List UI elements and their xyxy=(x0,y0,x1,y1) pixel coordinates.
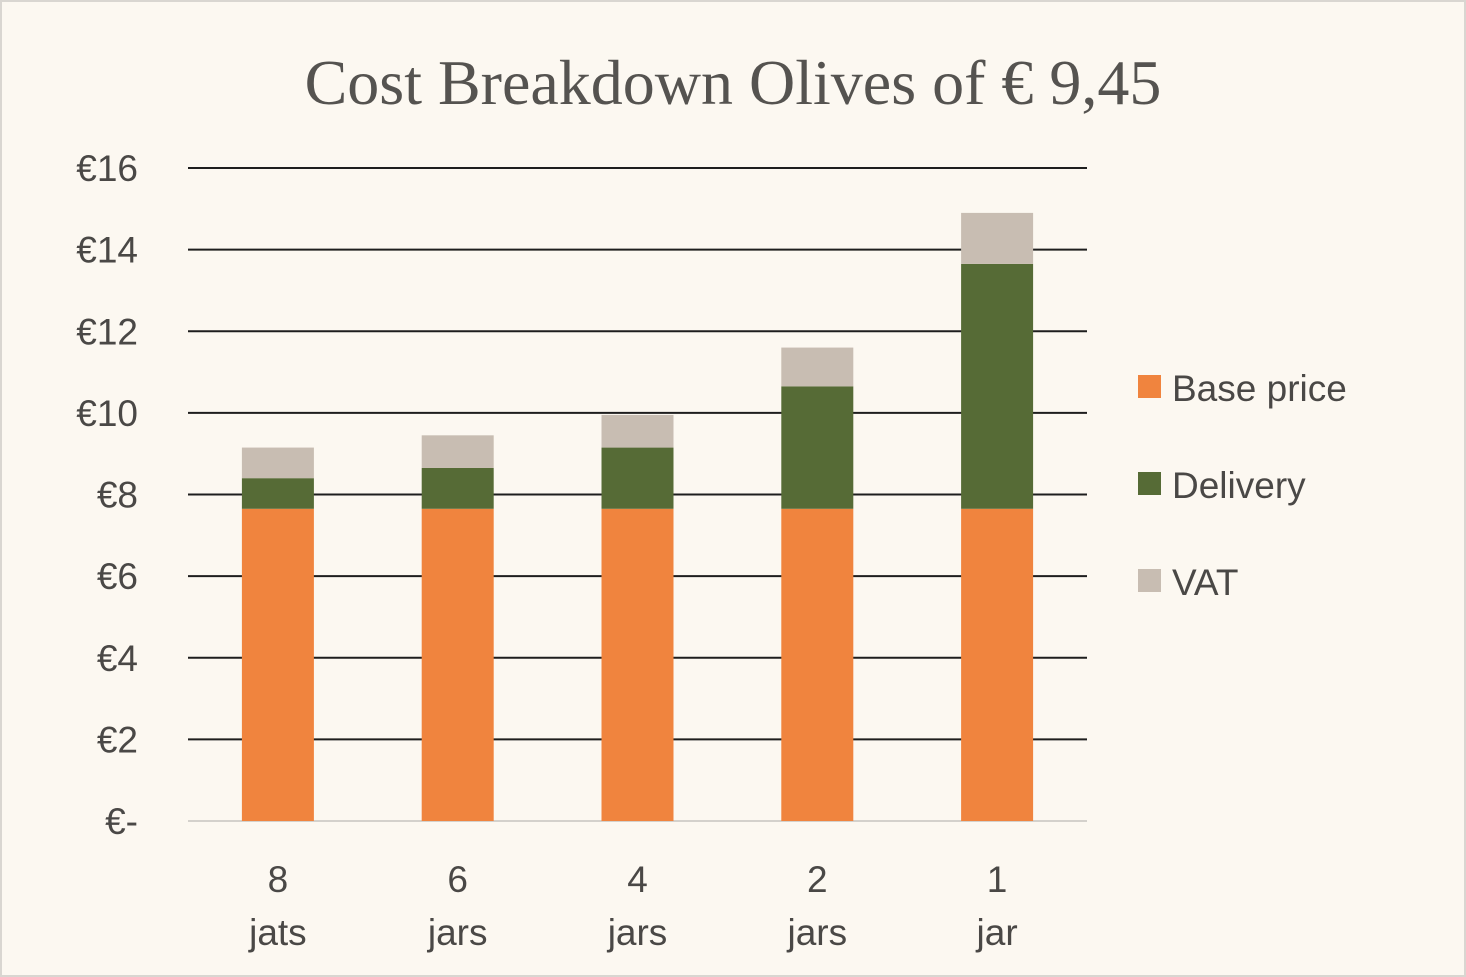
gridlines xyxy=(188,167,1087,822)
y-tick-label: €8 xyxy=(97,475,138,516)
y-tick-label: €16 xyxy=(76,148,138,189)
bar-segment-delivery xyxy=(241,478,314,509)
x-tick-label: jats xyxy=(248,912,307,953)
bar-segment-base-price xyxy=(961,508,1034,821)
chart-title: Cost Breakdown Olives of € 9,45 xyxy=(305,47,1162,118)
legend-swatch xyxy=(1138,375,1161,398)
y-tick-label: €12 xyxy=(76,311,138,352)
bar-segment-vat xyxy=(961,212,1034,264)
bar-segment-delivery xyxy=(961,263,1034,509)
legend-label: Base price xyxy=(1172,368,1347,409)
bar-segment-vat xyxy=(241,447,314,479)
x-axis: 8 jats 6 jars 4 jars 2 jars 1 jar xyxy=(248,859,1018,953)
x-tick-label: jars xyxy=(786,912,847,953)
bar-segment-delivery xyxy=(421,467,494,509)
bar-segment-delivery xyxy=(601,447,674,509)
legend: Base price Delivery VAT xyxy=(1138,368,1347,603)
y-axis: €- €2 €4 €6 €8 €10 €12 €14 €16 xyxy=(76,148,138,842)
y-tick-label: €- xyxy=(105,801,138,842)
bar-segment-base-price xyxy=(241,508,314,821)
y-tick-label: €14 xyxy=(76,230,138,271)
bar-segment-base-price xyxy=(601,508,674,821)
x-tick-label: 2 xyxy=(807,859,828,900)
bar-segment-vat xyxy=(781,347,854,387)
x-tick-label: jar xyxy=(976,912,1018,953)
legend-swatch xyxy=(1138,569,1161,592)
x-tick-label: jars xyxy=(427,912,488,953)
legend-label: Delivery xyxy=(1172,465,1306,506)
y-tick-label: €10 xyxy=(76,393,138,434)
y-tick-label: €2 xyxy=(97,719,138,760)
y-tick-label: €6 xyxy=(97,556,138,597)
x-tick-label: 1 xyxy=(987,859,1008,900)
legend-swatch xyxy=(1138,472,1161,495)
x-tick-label: 4 xyxy=(627,859,648,900)
legend-label: VAT xyxy=(1172,562,1238,603)
y-tick-label: €4 xyxy=(97,638,138,679)
bar-segment-base-price xyxy=(781,508,854,821)
bar-segment-delivery xyxy=(781,386,854,509)
x-tick-label: 8 xyxy=(268,859,289,900)
bar-segment-base-price xyxy=(421,508,494,821)
bars xyxy=(241,212,1034,821)
x-tick-label: 6 xyxy=(447,859,468,900)
x-tick-label: jars xyxy=(607,912,668,953)
bar-segment-vat xyxy=(421,435,494,468)
bar-segment-vat xyxy=(601,414,674,448)
